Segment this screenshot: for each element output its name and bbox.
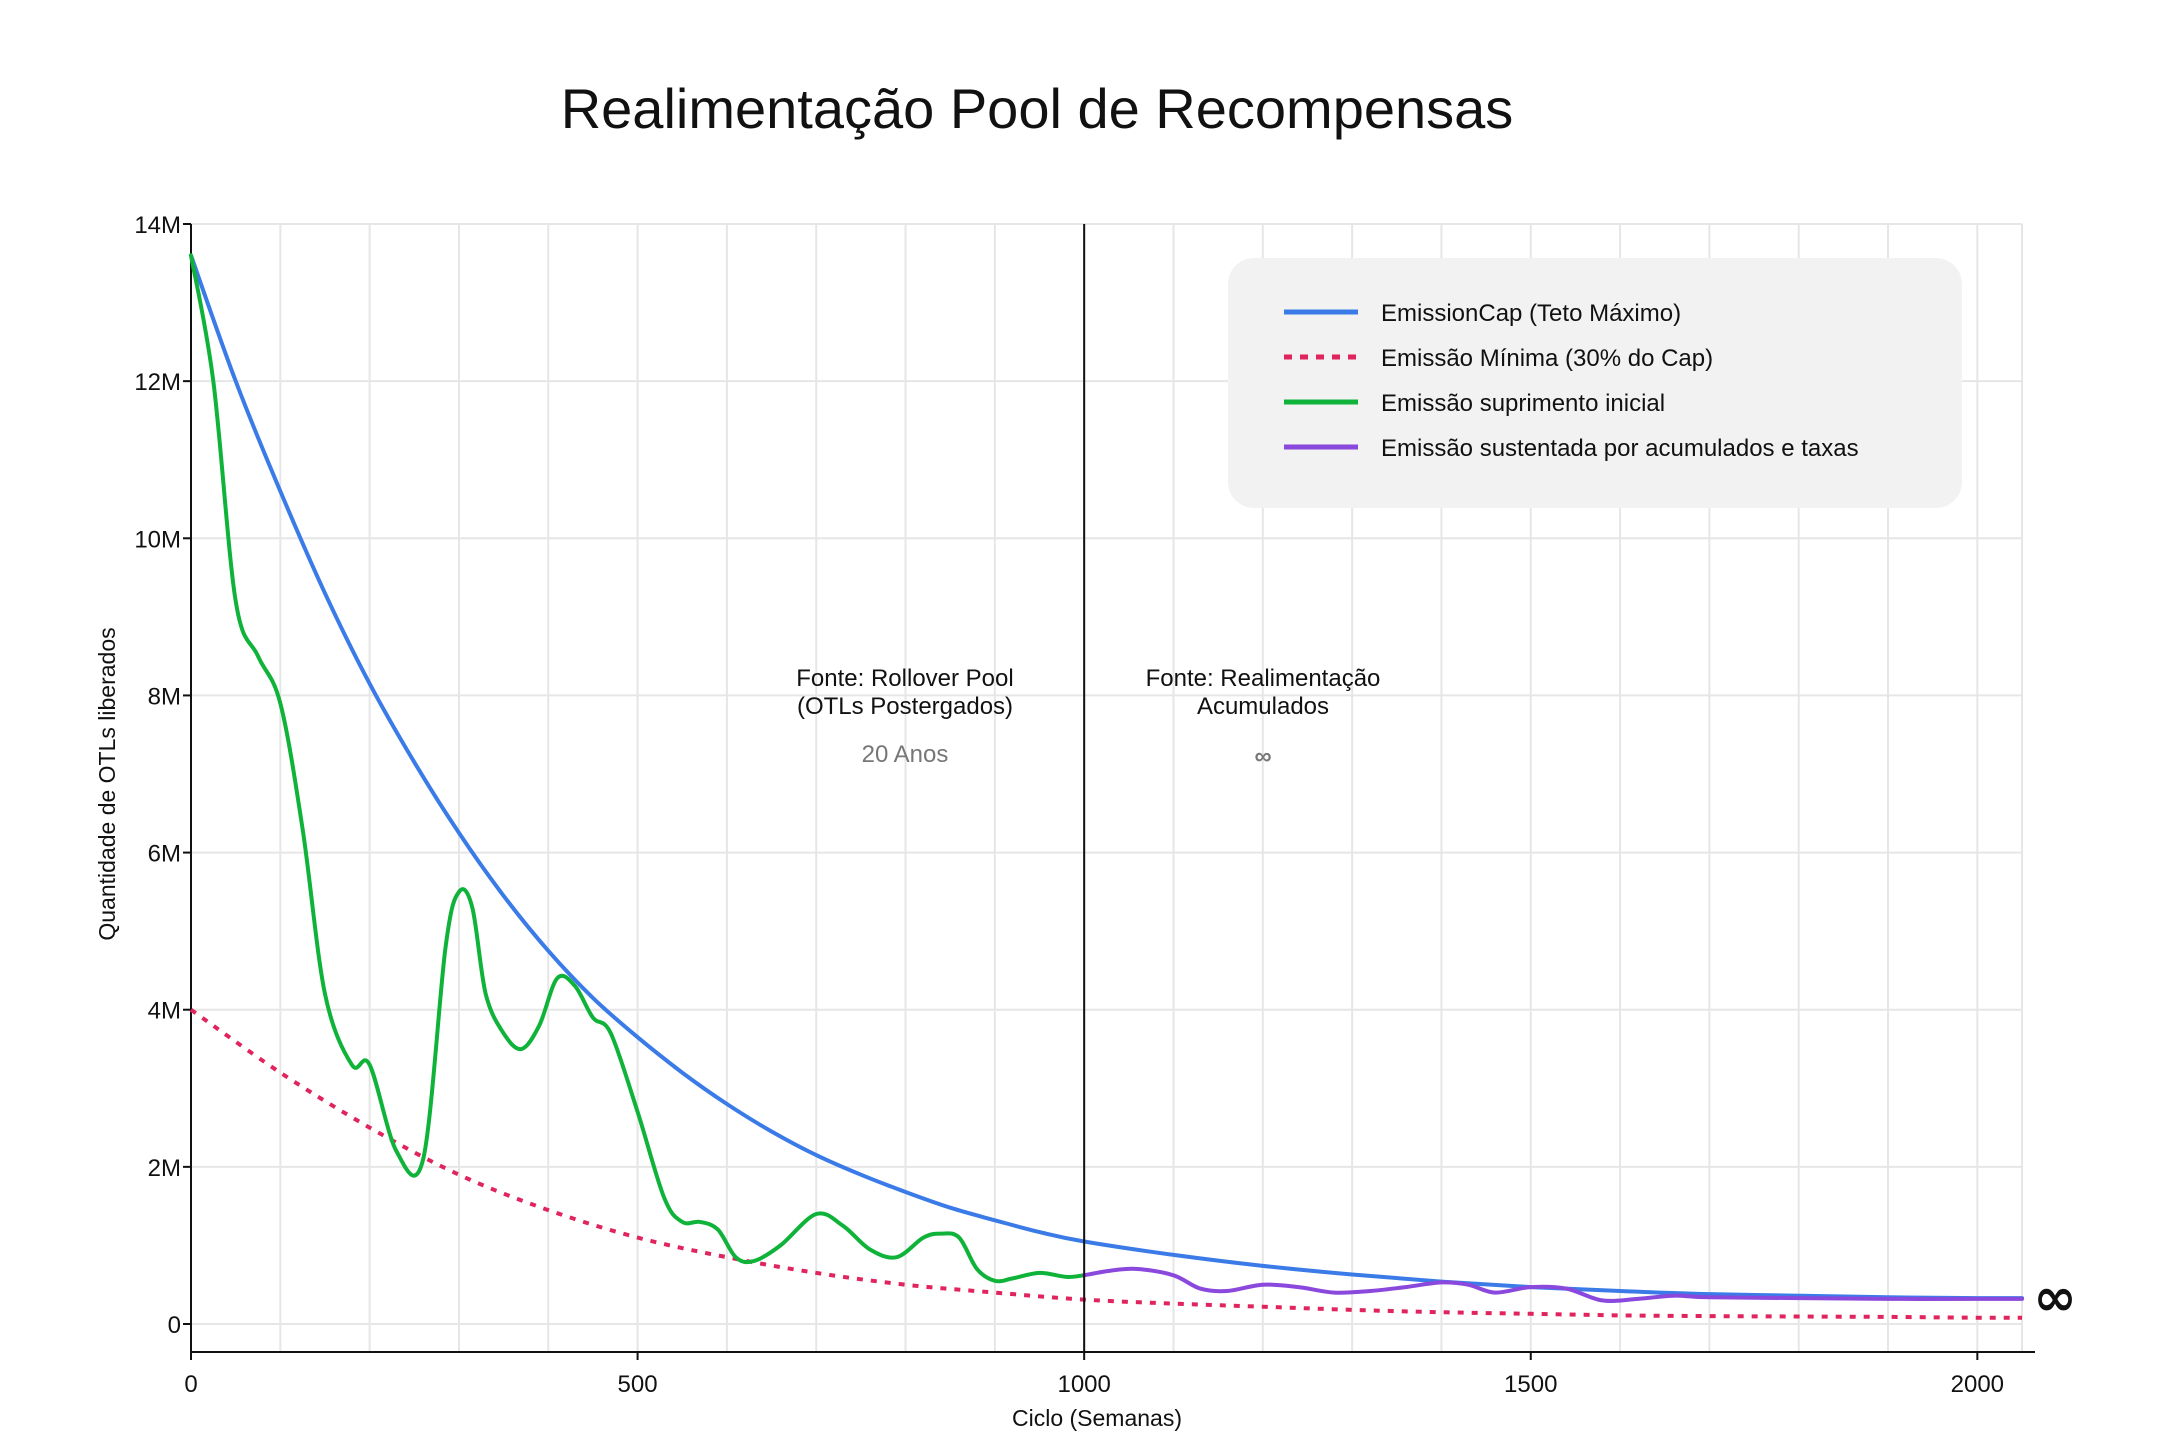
y-tick-label: 10M <box>134 526 181 553</box>
x-tick-label: 1000 <box>1057 1371 1110 1398</box>
x-tick-label: 500 <box>618 1371 658 1398</box>
series-line-3 <box>189 253 1087 1284</box>
y-tick-label: 2M <box>148 1155 181 1182</box>
legend-label: Emissão Mínima (30% do Cap) <box>1381 345 1713 372</box>
y-tick-label: 0 <box>168 1312 181 1339</box>
y-tick-label: 12M <box>134 369 181 396</box>
legend: EmissionCap (Teto Máximo) Emissão Mínima … <box>1228 258 1962 508</box>
axes: 0 500 1000 1500 2000 0 2M 4M 6M 8M 10M 12M 14M <box>134 212 2035 1398</box>
series-line-4 <box>1082 1266 2024 1303</box>
y-axis-label: Quantidade de OTLs liberados <box>94 627 120 940</box>
chart-title: Realimentação Pool de Recompensas <box>561 77 1514 140</box>
x-tick-label: 2000 <box>1951 1371 2004 1398</box>
y-tick-label: 14M <box>134 212 181 239</box>
series-line-1 <box>189 253 2024 1301</box>
y-tick-label: 4M <box>148 998 181 1025</box>
legend-item: Emissão suprimento inicial <box>1284 390 1665 417</box>
annotation-text: Fonte: Realimentação <box>1146 665 1381 692</box>
legend-item: EmissionCap (Teto Máximo) <box>1284 300 1681 327</box>
legend-label: EmissionCap (Teto Máximo) <box>1381 300 1681 327</box>
annotation-text: Acumulados <box>1197 693 1329 720</box>
series-line-2 <box>189 1008 2023 1320</box>
annotation-subtext: ∞ <box>1254 743 1271 770</box>
legend-items: EmissionCap (Teto Máximo) Emissão Mínima … <box>1284 300 1859 462</box>
legend-box <box>1228 258 1962 508</box>
legend-label: Emissão suprimento inicial <box>1381 390 1665 417</box>
legend-item: Emissão sustentada por acumulados e taxa… <box>1284 435 1859 462</box>
legend-label: Emissão sustentada por acumulados e taxa… <box>1381 435 1859 462</box>
series-layer <box>189 253 2024 1320</box>
x-axis-label: Ciclo (Semanas) <box>1012 1405 1182 1431</box>
annotation-subtext: 20 Anos <box>862 741 949 768</box>
legend-item: Emissão Mínima (30% do Cap) <box>1284 345 1713 372</box>
annotations: Fonte: Rollover Pool(OTLs Postergados) 20… <box>796 665 1380 770</box>
y-tick-label: 6M <box>148 841 181 868</box>
x-tick-label: 1500 <box>1504 1371 1557 1398</box>
annotation-text: Fonte: Rollover Pool <box>796 665 1013 692</box>
annotation-text: (OTLs Postergados) <box>797 693 1013 720</box>
infinity-mark: ∞ <box>2033 1268 2076 1328</box>
x-tick-label: 0 <box>184 1371 197 1398</box>
y-tick-label: 8M <box>148 683 181 710</box>
